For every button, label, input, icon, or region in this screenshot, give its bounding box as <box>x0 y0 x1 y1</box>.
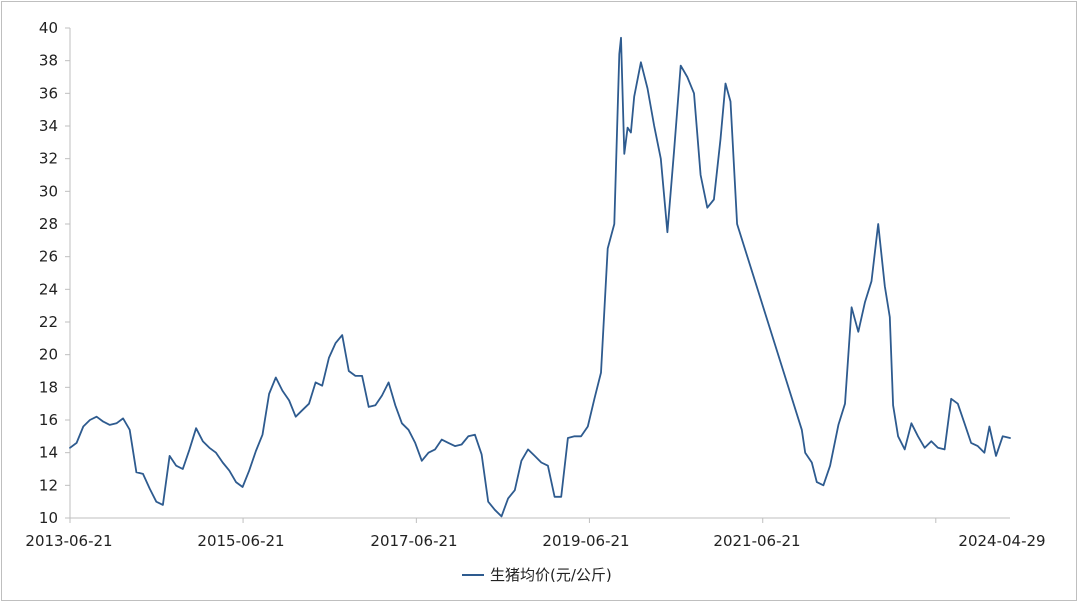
y-tick-label: 26 <box>39 248 58 266</box>
y-tick-label: 32 <box>39 150 58 168</box>
y-tick-label: 10 <box>39 509 58 527</box>
y-axis: 10 12 14 16 18 20 22 24 26 28 30 32 34 36 38 40 <box>39 19 71 527</box>
x-tick-label: 2013-06-21 <box>25 532 112 550</box>
y-tick-label: 36 <box>39 84 58 102</box>
y-tick-label: 30 <box>39 182 58 200</box>
x-tick-label: 2024-04-29 <box>958 532 1045 550</box>
x-tick-label: 2015-06-21 <box>197 532 284 550</box>
y-tick-label: 12 <box>39 476 58 494</box>
y-tick-label: 14 <box>39 444 58 462</box>
x-tick-label: 2017-06-21 <box>370 532 457 550</box>
x-tick-label: 2021-06-21 <box>713 532 800 550</box>
y-tick-label: 22 <box>39 313 58 331</box>
x-axis: 2013-06-21 2015-06-21 2017-06-21 2019-06-21… <box>25 517 1046 550</box>
y-tick-label: 20 <box>39 346 58 364</box>
plot-area <box>69 36 1011 518</box>
y-tick-label: 24 <box>39 280 58 298</box>
y-tick-label: 28 <box>39 215 58 233</box>
y-tick-label: 16 <box>39 411 58 429</box>
y-tick-label: 40 <box>39 19 58 37</box>
y-tick-label: 18 <box>39 378 58 396</box>
series-line-hog-price <box>69 36 1011 518</box>
legend-label: 生猪均价(元/公斤) <box>490 566 612 584</box>
y-tick-label: 38 <box>39 52 58 70</box>
y-tick-label: 34 <box>39 117 58 135</box>
legend: 生猪均价(元/公斤) <box>462 566 612 584</box>
x-tick-label: 2019-06-21 <box>542 532 629 550</box>
